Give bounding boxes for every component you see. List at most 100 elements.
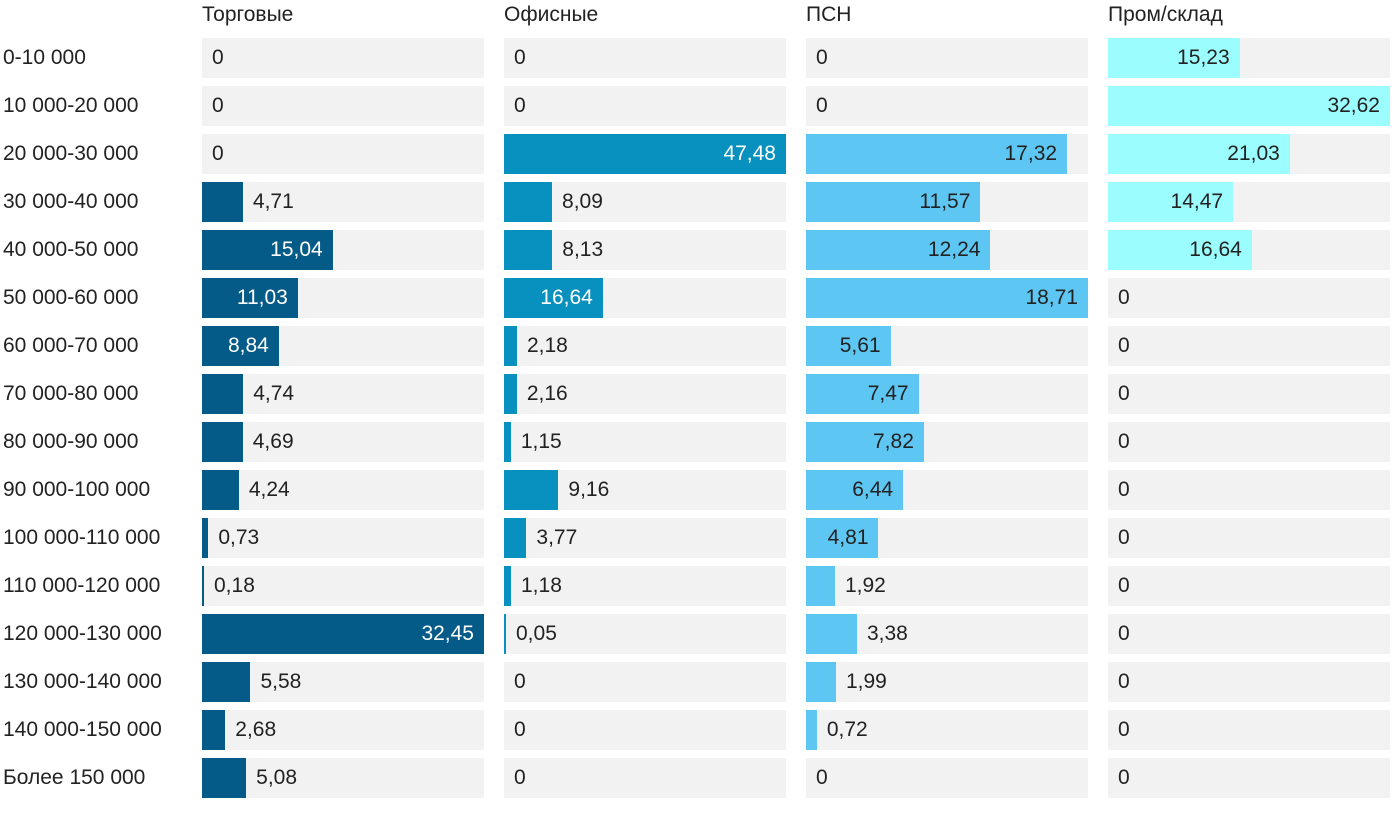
bar-track: 0 — [806, 758, 1088, 798]
bar-track: 2,16 — [504, 374, 786, 414]
bar — [806, 662, 836, 702]
bar-track: 0 — [504, 86, 786, 126]
data-label: 0 — [1118, 430, 1130, 453]
data-label: 4,24 — [248, 478, 290, 501]
bar-track: 0,72 — [806, 710, 1088, 750]
bar-track: 4,69 — [202, 422, 484, 462]
bar — [202, 710, 226, 750]
bar — [806, 134, 1068, 174]
bar-track: 0 — [1108, 710, 1390, 750]
data-label: 1,15 — [520, 430, 562, 453]
bar-track: 3,38 — [806, 614, 1088, 654]
bar-track: 15,04 — [202, 230, 484, 270]
bar — [504, 566, 511, 606]
bar — [504, 470, 559, 510]
bar — [504, 422, 511, 462]
data-label: 0 — [514, 718, 526, 741]
row-label: Более 150 000 — [3, 766, 146, 789]
data-label: 8,13 — [562, 238, 604, 261]
data-label: 18,71 — [1025, 286, 1078, 309]
data-label: 6,44 — [852, 478, 894, 501]
bar — [202, 182, 243, 222]
bar-track: 1,99 — [806, 662, 1088, 702]
data-label: 0 — [1118, 574, 1130, 597]
bar-track: 1,18 — [504, 566, 786, 606]
bar-track: 0 — [806, 38, 1088, 78]
data-label: 0 — [1118, 478, 1130, 501]
data-label: 0 — [1118, 718, 1130, 741]
bar-track: 0 — [202, 38, 484, 78]
bar-track: 1,15 — [504, 422, 786, 462]
bar — [806, 470, 904, 510]
bar-track: 16,64 — [504, 278, 786, 318]
bar-track: 4,71 — [202, 182, 484, 222]
bar-track: 17,32 — [806, 134, 1088, 174]
data-label: 0 — [514, 46, 526, 69]
data-label: 0 — [1118, 526, 1130, 549]
bar — [806, 230, 991, 270]
data-label: 0 — [1118, 766, 1130, 789]
bar-track: 0 — [1108, 422, 1390, 462]
bar — [504, 518, 527, 558]
bar-track: 15,23 — [1108, 38, 1390, 78]
bar-track: 8,13 — [504, 230, 786, 270]
data-label: 0 — [816, 46, 828, 69]
row-label: 60 000-70 000 — [3, 334, 139, 357]
bar — [202, 422, 243, 462]
bar-track: 0 — [202, 86, 484, 126]
bar — [1108, 38, 1240, 78]
bar-track: 12,24 — [806, 230, 1088, 270]
data-label: 8,84 — [227, 334, 269, 357]
data-label: 0 — [816, 94, 828, 117]
bar-track: 0 — [504, 758, 786, 798]
data-label: 3,77 — [536, 526, 578, 549]
bar — [202, 758, 247, 798]
bar-track: 47,48 — [504, 134, 786, 174]
bar — [504, 182, 553, 222]
bar-track: 3,77 — [504, 518, 786, 558]
row-label: 70 000-80 000 — [3, 382, 139, 405]
column-header: ПСН — [806, 3, 852, 26]
data-label: 0 — [212, 46, 224, 69]
bar-track: 9,16 — [504, 470, 786, 510]
bar — [202, 518, 209, 558]
bar-track: 0 — [504, 710, 786, 750]
data-label: 0 — [1118, 286, 1130, 309]
bar — [504, 326, 517, 366]
column-header: Пром/склад — [1108, 3, 1223, 26]
data-label: 3,38 — [866, 622, 908, 645]
bar — [202, 614, 484, 654]
data-label: 32,45 — [421, 622, 474, 645]
bar — [202, 662, 251, 702]
bar-track: 0 — [1108, 518, 1390, 558]
bar — [202, 326, 279, 366]
bar-track: 0 — [806, 86, 1088, 126]
bar-track: 4,81 — [806, 518, 1088, 558]
bar-track: 0 — [1108, 278, 1390, 318]
bar-track: 0 — [1108, 470, 1390, 510]
bar — [806, 278, 1088, 318]
bar — [504, 230, 553, 270]
bar-track: 1,92 — [806, 566, 1088, 606]
bar — [806, 518, 879, 558]
data-label: 11,57 — [919, 190, 971, 213]
data-label: 21,03 — [1227, 142, 1280, 165]
bar — [504, 374, 517, 414]
bar — [202, 470, 239, 510]
bar-track: 5,08 — [202, 758, 484, 798]
bar-track: 18,71 — [806, 278, 1088, 318]
data-label: 4,81 — [827, 526, 869, 549]
bar-track: 0 — [1108, 614, 1390, 654]
data-label: 0 — [1118, 334, 1130, 357]
bar-track: 5,61 — [806, 326, 1088, 366]
bar — [202, 278, 298, 318]
bar-track: 0 — [1108, 662, 1390, 702]
data-label: 16,64 — [1189, 238, 1242, 261]
data-label: 8,09 — [562, 190, 603, 213]
bar-track: 8,84 — [202, 326, 484, 366]
bar-track: 2,18 — [504, 326, 786, 366]
data-label: 0,72 — [826, 718, 868, 741]
row-label: 90 000-100 000 — [3, 478, 151, 501]
bar-track: 0,18 — [202, 566, 484, 606]
data-label: 0 — [514, 94, 526, 117]
